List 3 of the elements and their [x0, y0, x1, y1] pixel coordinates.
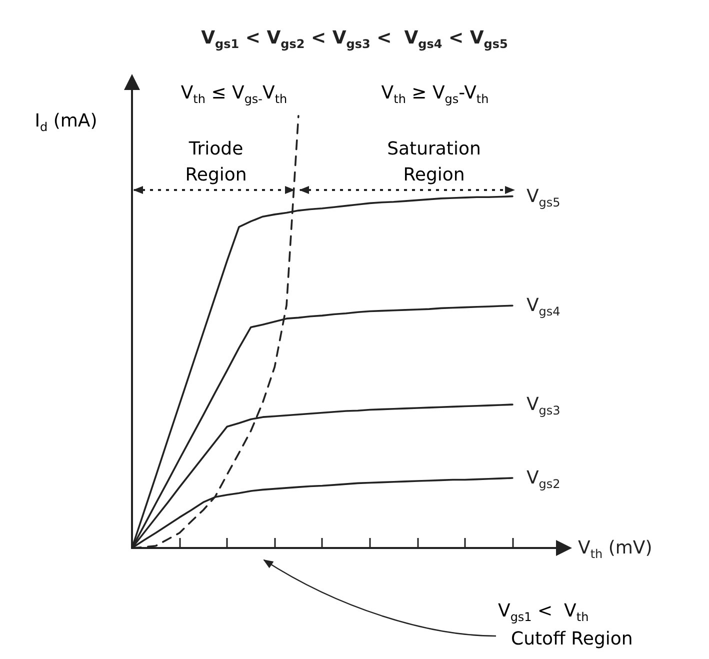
text: Cutoff Region — [511, 628, 633, 650]
annotation: Saturation Region — [387, 138, 481, 186]
annotation: Triode Region — [185, 138, 247, 186]
